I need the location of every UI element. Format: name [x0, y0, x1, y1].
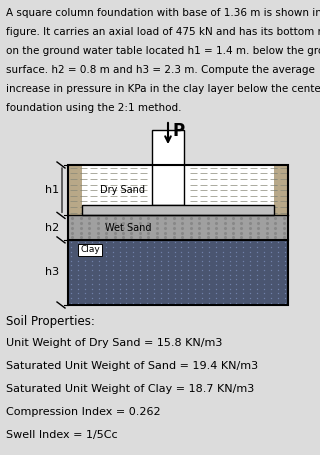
Text: surface. h2 = 0.8 m and h3 = 2.3 m. Compute the average: surface. h2 = 0.8 m and h3 = 2.3 m. Comp…	[6, 65, 315, 75]
Text: P: P	[172, 122, 184, 140]
Bar	[82, 205, 274, 215]
Text: on the ground water table located h1 = 1.4 m. below the ground: on the ground water table located h1 = 1…	[6, 46, 320, 56]
Text: h3: h3	[45, 268, 59, 278]
Bar	[68, 215, 288, 240]
Bar	[152, 130, 184, 205]
Text: Dry Sand: Dry Sand	[100, 185, 146, 195]
Text: Unit Weight of Dry Sand = 15.8 KN/m3: Unit Weight of Dry Sand = 15.8 KN/m3	[6, 338, 222, 348]
Bar	[152, 130, 184, 205]
Text: Saturated Unit Weight of Sand = 19.4 KN/m3: Saturated Unit Weight of Sand = 19.4 KN/…	[6, 361, 258, 371]
Bar	[82, 165, 274, 205]
Text: Soil Properties:: Soil Properties:	[6, 315, 95, 328]
Text: A square column foundation with base of 1.36 m is shown in the: A square column foundation with base of …	[6, 8, 320, 18]
Text: foundation using the 2:1 method.: foundation using the 2:1 method.	[6, 103, 181, 113]
Bar	[68, 240, 288, 305]
Bar	[184, 205, 274, 215]
Text: Wet Sand: Wet Sand	[105, 222, 151, 233]
Bar	[68, 165, 288, 305]
Text: Compression Index = 0.262: Compression Index = 0.262	[6, 407, 161, 417]
Text: figure. It carries an axial load of 475 kN and has its bottom resting: figure. It carries an axial load of 475 …	[6, 27, 320, 37]
Text: Swell Index = 1/5Cc: Swell Index = 1/5Cc	[6, 430, 118, 440]
Text: h1: h1	[45, 185, 59, 195]
Text: increase in pressure in KPa in the clay layer below the center of: increase in pressure in KPa in the clay …	[6, 84, 320, 94]
Text: Saturated Unit Weight of Clay = 18.7 KN/m3: Saturated Unit Weight of Clay = 18.7 KN/…	[6, 384, 254, 394]
Text: h2: h2	[45, 222, 59, 233]
Bar	[68, 165, 288, 215]
Text: Clay: Clay	[80, 245, 100, 254]
